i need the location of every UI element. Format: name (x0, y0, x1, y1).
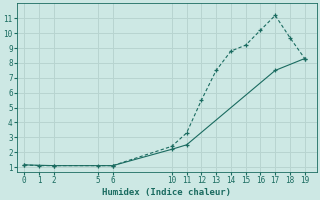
X-axis label: Humidex (Indice chaleur): Humidex (Indice chaleur) (102, 188, 231, 197)
